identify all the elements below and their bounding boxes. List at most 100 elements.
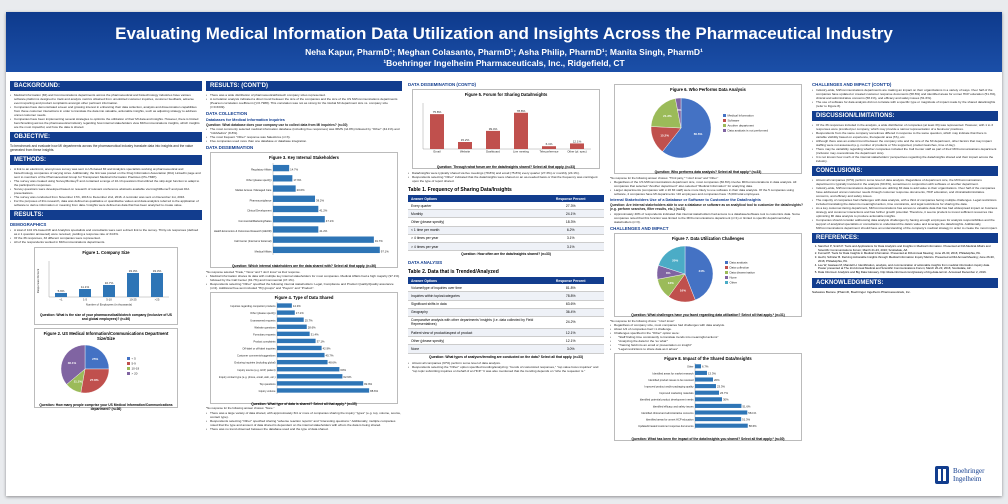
pie-slice [84,345,110,370]
legend-swatch [723,119,726,122]
legend-label: Data analysis is not performed [728,129,769,133]
list-item: Respondents selecting "Other" specified … [206,282,402,290]
bar [458,142,472,149]
figure-note: *No response for the following choice: "… [610,318,675,323]
figure-title: Figure 2. US Medical Information/Communi… [43,331,169,342]
bar [273,195,316,203]
list-item: Industry-wide, MI/Communications departm… [812,186,998,198]
pie-slice [675,97,682,129]
table-header: Response Percent [537,195,604,202]
table-cell-option: > 4 times per year [408,242,538,252]
table-row: > 4 times per year 3.1% [408,242,604,252]
bar [695,383,716,388]
fig4-list: There was a large variety of data shared… [206,411,402,431]
list-item: "Legal restrictions to share data as it … [610,347,806,351]
table-cell-option: > 4 times per year [408,234,538,243]
column-4: Figure 6. Who Performs Data Analysis 60.… [610,78,806,490]
table-cell-option: Other (please specify) [408,217,538,227]
list-item: Companies have demonstrated a keen and g… [10,105,202,117]
data-label: 36.1% [68,361,77,365]
tick-label: 5-10 [106,298,112,302]
table-cell-percent: 24.2% [537,316,604,330]
tick-label: Medical Affairs [255,250,273,254]
list-item: Medical Information shares its data with… [206,274,402,282]
list-item: "Staff finding time consistently to tran… [610,335,806,339]
table-2: Answer Options Response Percent Volume/ty… [408,277,604,354]
data-label: 31.4% [311,333,319,337]
y-axis-label: Responses Percent [36,269,40,294]
data-label: 37.1% [317,340,325,344]
list-item: Respondents selecting "Other" indicated … [408,175,604,183]
figure-title: Figure 5. Forum for Sharing Data/Insight… [464,92,548,97]
bar [695,410,748,415]
data-label: 51.3% [742,417,750,421]
table-row: None 3.0% [408,344,604,354]
tick-label: Identified clinical and administrative c… [641,411,694,415]
data-label: 12% [668,281,674,285]
data-label: 91.7% [375,239,383,243]
data-label: 30% [723,398,729,402]
bar [273,246,380,254]
figure-5: Figure 5. Forum for Sharing Data/Insight… [412,89,600,169]
impact-list: Industry-wide, MI/Communications departm… [812,88,998,108]
list-item: Of the 36 responses included in the anal… [812,123,998,131]
data-label: 60% [340,368,346,372]
data-label: 23.3% [717,384,725,388]
legend-swatch [723,124,726,127]
bar [277,310,295,316]
bar [277,353,325,358]
data-label: 45.7% [326,354,334,358]
data-label: 16.7% [105,281,114,285]
bar [695,416,742,421]
bar [570,143,584,149]
bar [695,390,720,395]
list-item: Five companies used more than one databa… [206,139,402,143]
reference-item: Hecht, Schisler B. Deriving Actionable I… [818,255,998,263]
tick-label: Commercial/Marketing/Sales [238,219,272,223]
data-label: 42.9% [323,347,331,351]
legend-swatch [725,265,728,269]
bar [103,285,115,298]
tick-label: Health Economics & Outcomes Research (HE… [214,229,272,233]
list-item: For the purposes of this research, data … [10,199,202,207]
data-label: 6.7% [702,365,709,369]
list-item: Companies should consider addressing dat… [812,218,998,230]
list-item: Regardless of the US MI/Communications d… [610,180,806,188]
list-item: A total of 104 US-based MI and Analytics… [10,228,202,236]
data-label: 20% [714,378,720,382]
table-row: Significant shifts in data 63.6% [408,300,604,309]
bar [277,360,328,365]
list-item: Approximately 40% of respondents indicat… [610,212,806,224]
section-header: ACKNOWLEDGMENTS: [812,277,998,288]
intro-list: There was a wide distribution of pharmac… [206,93,402,109]
legend-swatch [725,280,728,284]
data-label: 38.2% [316,199,324,203]
list-item: Although there was an evident trend betw… [812,139,998,147]
subheading: Databases for Medical Information Inquir… [206,118,285,122]
objective-text: To benchmark and evaluate how MI departm… [10,144,194,153]
list-item: Data/insights were typically shared via … [408,171,604,175]
table-cell-option: Every quarter [408,202,538,211]
table-header: Answer Options [408,277,538,285]
data-label: 21.2% [663,114,672,118]
challenges-list: Regardless of company size, most compani… [610,323,806,351]
tick-label: Email [434,150,441,154]
table-caption: Question: How often are the data/insight… [461,252,551,257]
legend-swatch [127,362,130,366]
list-item: Of the 36 responses, 33 different compan… [10,236,202,240]
acknowledgment-text: Salvatore Barone (PharmD, Boehringer Ing… [812,289,911,294]
tick-label: Customer comments/suggestions [237,354,276,358]
list-item: The most commonly selected medical infor… [206,127,402,135]
figure-2-chart: 25% 27.8% 11.1% 36.1% < 55-910-19> 20 [60,345,140,394]
list-item: The use of software for data analysis di… [812,100,998,108]
table-header: Answer Options [408,195,538,202]
methods-list: A link to an electronic, anonymous surve… [10,167,202,207]
data-label: 6.1% [546,142,553,146]
bar [695,423,748,428]
tick-label: Website questions [254,326,276,330]
bar [151,273,163,298]
logo-mark-icon [935,466,949,484]
figure-caption: Question: How many people comprise your … [39,403,173,412]
tick-label: Clinical Development [247,209,272,213]
legend-swatch [127,357,130,361]
